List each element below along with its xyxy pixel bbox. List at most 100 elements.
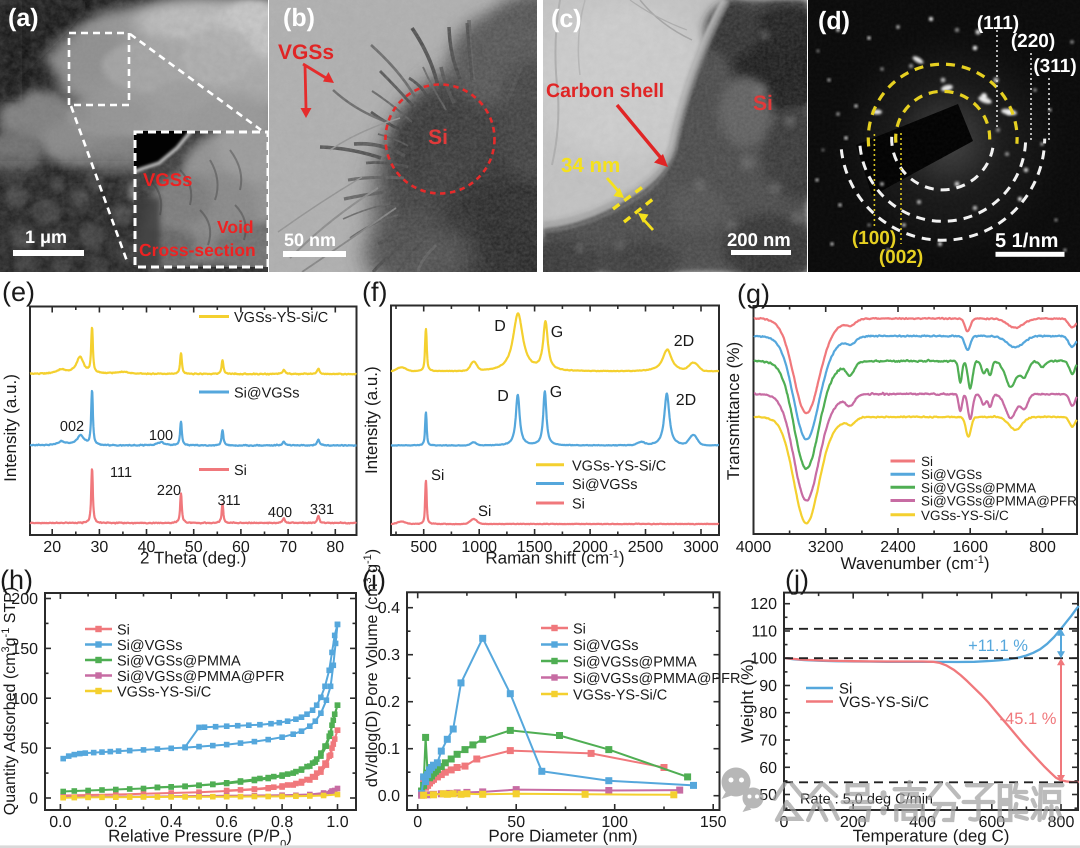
svg-text:500: 500 [410, 539, 437, 556]
svg-text:Si: Si [839, 681, 852, 698]
svg-text:G: G [550, 384, 562, 401]
svg-text:(a): (a) [8, 4, 39, 32]
svg-text:Relative Pressure (P/P0): Relative Pressure (P/P0) [108, 827, 292, 848]
svg-text:VGSs: VGSs [278, 41, 334, 64]
svg-text:2D: 2D [676, 392, 696, 409]
svg-text:40: 40 [138, 539, 156, 556]
svg-text:Intensity (a.u.): Intensity (a.u.) [1, 374, 20, 482]
svg-text:1.0: 1.0 [326, 814, 348, 831]
svg-text:3000: 3000 [683, 539, 719, 556]
svg-text:Si: Si [572, 497, 585, 513]
svg-text:Si@VGSs@PMMA@PFR: Si@VGSs@PMMA@PFR [117, 669, 284, 685]
svg-text:0: 0 [413, 814, 422, 831]
svg-text:2500: 2500 [628, 539, 664, 556]
svg-text:0.1: 0.1 [378, 741, 400, 758]
svg-text:3200: 3200 [808, 539, 844, 556]
svg-text:1 μm: 1 μm [25, 227, 67, 247]
svg-text:100: 100 [601, 814, 628, 831]
svg-text:Si: Si [234, 463, 247, 479]
svg-text:Transmittance (%): Transmittance (%) [724, 342, 743, 480]
svg-text:VGSs-YS-Si/C: VGSs-YS-Si/C [573, 688, 667, 704]
svg-text:(h): (h) [0, 565, 33, 595]
svg-text:100: 100 [11, 691, 38, 708]
svg-text:Si: Si [921, 454, 933, 469]
svg-text:VGSs-YS-Si/C: VGSs-YS-Si/C [572, 458, 666, 474]
svg-text:Si@VGSs: Si@VGSs [921, 467, 982, 482]
svg-text:5 1/nm: 5 1/nm [995, 230, 1058, 252]
svg-text:Void: Void [217, 217, 254, 237]
svg-text:Si@VGSs@PMMA@PFR: Si@VGSs@PMMA@PFR [573, 671, 740, 687]
svg-text:(c): (c) [551, 5, 582, 33]
svg-text:0: 0 [29, 791, 38, 808]
svg-text:Si@VGSs: Si@VGSs [117, 638, 182, 654]
svg-text:0: 0 [780, 814, 789, 831]
svg-text:50: 50 [507, 814, 525, 831]
svg-text:(100): (100) [852, 228, 896, 249]
svg-text:0.0: 0.0 [378, 788, 400, 805]
svg-text:0.4: 0.4 [378, 600, 400, 617]
svg-text:Cross-section: Cross-section [139, 240, 256, 260]
svg-text:Wavenumber (cm-1): Wavenumber (cm-1) [841, 554, 990, 573]
svg-text:1000: 1000 [461, 539, 497, 556]
svg-text:20: 20 [43, 539, 61, 556]
svg-text:dV/dlog(D) Pore Volume (cm3 g-: dV/dlog(D) Pore Volume (cm3 g-1) [362, 549, 381, 787]
svg-text:D: D [494, 318, 506, 335]
svg-text:D: D [497, 388, 509, 405]
svg-text:(d): (d) [818, 7, 850, 35]
svg-text:Intensity (a.u.): Intensity (a.u.) [362, 366, 381, 474]
svg-text:Raman shift (cm-1): Raman shift (cm-1) [485, 549, 624, 568]
svg-text:0.3: 0.3 [378, 647, 400, 664]
svg-text:(i): (i) [362, 565, 386, 595]
svg-text:(002): (002) [879, 247, 923, 268]
svg-text:VGSs-YS-Si/C: VGSs-YS-Si/C [117, 685, 211, 701]
svg-text:G: G [551, 324, 563, 341]
svg-text:Si: Si [573, 622, 586, 638]
svg-text:2000: 2000 [572, 539, 608, 556]
svg-text:150: 150 [700, 814, 727, 831]
svg-text:800: 800 [1029, 539, 1056, 556]
svg-text:(j): (j) [785, 565, 809, 595]
svg-text:Si@VGSs@PMMA@PFR: Si@VGSs@PMMA@PFR [921, 494, 1077, 509]
svg-text:+11.1 %: +11.1 % [968, 637, 1028, 655]
svg-text:-45.1 %: -45.1 % [1000, 710, 1057, 728]
svg-text:Si: Si [117, 623, 130, 639]
svg-text:0.6: 0.6 [216, 814, 238, 831]
svg-text:2400: 2400 [880, 539, 916, 556]
svg-text:Si@VGSs: Si@VGSs [573, 638, 638, 654]
svg-text:400: 400 [268, 505, 292, 521]
svg-text:70: 70 [279, 539, 297, 556]
svg-text:Temperature (deg C): Temperature (deg C) [853, 827, 1010, 846]
svg-text:30: 30 [91, 539, 109, 556]
svg-text:(111): (111) [977, 13, 1019, 34]
svg-text:0.0: 0.0 [49, 814, 71, 831]
svg-text:Si: Si [431, 467, 444, 484]
svg-text:1600: 1600 [952, 539, 988, 556]
svg-text:Si: Si [428, 126, 448, 149]
svg-text:VGSs-YS-Si/C: VGSs-YS-Si/C [921, 508, 1009, 523]
svg-text:100: 100 [750, 651, 777, 668]
svg-text:0.2: 0.2 [378, 694, 400, 711]
svg-text:50: 50 [185, 539, 203, 556]
svg-text:(311): (311) [1033, 56, 1076, 77]
svg-text:(e): (e) [2, 277, 35, 307]
svg-text:80: 80 [759, 705, 777, 722]
svg-text:Si: Si [478, 503, 491, 520]
svg-text:0.2: 0.2 [105, 814, 127, 831]
svg-text:100: 100 [149, 428, 173, 444]
svg-text:50 nm: 50 nm [284, 230, 336, 250]
svg-text:120: 120 [750, 596, 777, 613]
svg-text:90: 90 [759, 678, 777, 695]
svg-text:50: 50 [20, 741, 38, 758]
svg-text:Si@VGSs@PMMA: Si@VGSs@PMMA [573, 655, 697, 671]
svg-text:Si@VGSs@PMMA: Si@VGSs@PMMA [921, 480, 1036, 495]
svg-text:4000: 4000 [736, 539, 772, 556]
svg-text:111: 111 [110, 465, 132, 481]
svg-text:VGSs: VGSs [143, 169, 192, 190]
svg-text:331: 331 [310, 502, 334, 518]
svg-text:220: 220 [157, 483, 181, 499]
svg-text:(f): (f) [362, 277, 387, 307]
svg-text:200: 200 [11, 591, 38, 608]
svg-text:60: 60 [759, 760, 777, 777]
svg-text:002: 002 [60, 419, 84, 435]
svg-text:Si: Si [753, 92, 773, 115]
